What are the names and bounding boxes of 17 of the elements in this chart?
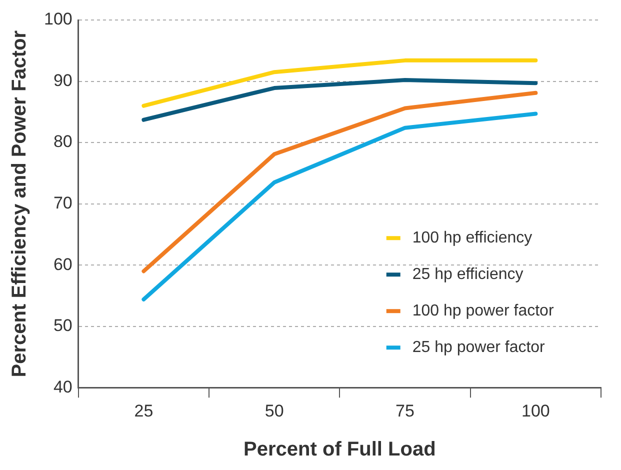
y-tick-label: 70 — [53, 193, 72, 212]
x-tick-label: 25 — [134, 401, 154, 420]
y-tick-label: 80 — [53, 132, 72, 152]
legend-label: 100 hp efficiency — [412, 230, 532, 247]
y-tick-label: 60 — [53, 254, 72, 274]
x-tick-label: 75 — [396, 401, 414, 420]
y-axis-title: Percent Efficiency and Power Factor — [8, 30, 31, 378]
y-tick-label: 100 — [44, 10, 72, 29]
x-tick-label: 50 — [264, 401, 284, 420]
legend-label: 100 hp power factor — [412, 302, 554, 320]
y-tick-label: 40 — [53, 377, 72, 396]
legend-label: 25 hp efficiency — [412, 266, 524, 284]
x-axis-title: Percent of Full Load — [244, 438, 436, 461]
x-tick-label: 100 — [521, 401, 550, 420]
y-tick-label: 50 — [53, 316, 72, 336]
legend-label: 25 hp power factor — [412, 339, 546, 356]
y-tick-label: 90 — [53, 70, 72, 90]
